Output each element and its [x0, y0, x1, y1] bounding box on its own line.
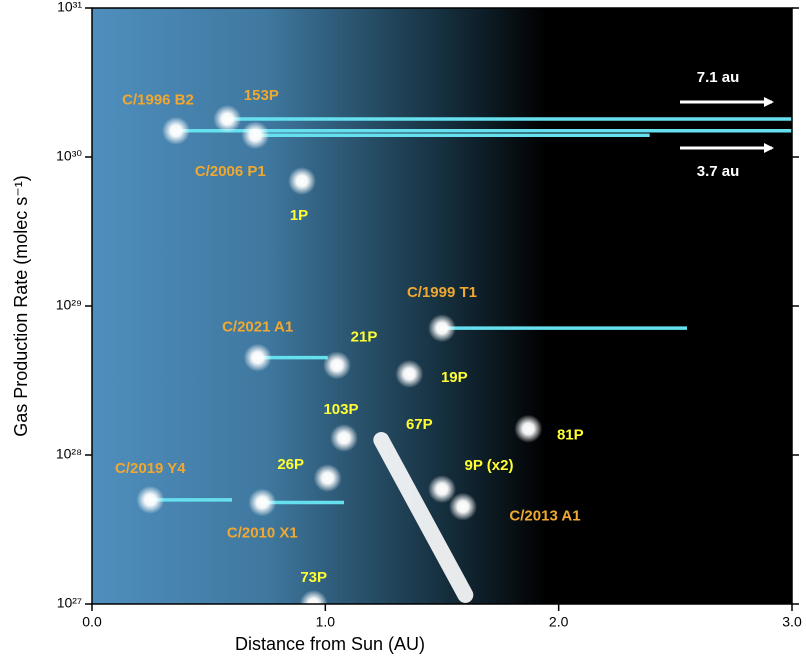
- point: [514, 415, 542, 443]
- point: [449, 493, 477, 521]
- y-tick-label: 10²⁸: [56, 446, 82, 462]
- y-tick-label: 10²⁷: [57, 595, 82, 611]
- point-label: 73P: [300, 569, 327, 586]
- x-tick-label: 3.0: [782, 614, 802, 630]
- annotation: 3.7 au: [697, 163, 740, 180]
- point: [136, 486, 164, 514]
- point: [162, 117, 190, 145]
- x-axis-label: Distance from Sun (AU): [235, 634, 425, 654]
- point: [288, 167, 316, 195]
- x-tick-label: 1.0: [316, 614, 336, 630]
- point: [241, 121, 269, 149]
- point-label: C/1996 B2: [122, 92, 194, 109]
- point: [248, 488, 276, 516]
- point-label: C/2010 X1: [227, 524, 298, 541]
- point: [244, 344, 272, 372]
- point-label: C/1999 T1: [407, 284, 477, 301]
- point: [330, 424, 358, 452]
- point: [428, 314, 456, 342]
- point: [213, 105, 241, 133]
- y-tick-label: 10³¹: [57, 0, 82, 15]
- point: [395, 360, 423, 388]
- x-tick-label: 0.0: [82, 614, 102, 630]
- point: [314, 464, 342, 492]
- y-tick-label: 10³⁰: [56, 148, 82, 164]
- point-label: 153P: [244, 87, 279, 104]
- chart: 7.1 au 3.7 au Gas Production Rate (molec…: [0, 0, 806, 660]
- point: [323, 351, 351, 379]
- point-label: 19P: [441, 369, 468, 386]
- plot-background: [92, 8, 792, 604]
- y-tick-label: 10²⁹: [56, 297, 82, 313]
- x-tick-label: 2.0: [549, 614, 569, 630]
- y-axis-label: Gas Production Rate (molec s⁻¹): [11, 175, 31, 437]
- point-label: C/2021 A1: [222, 319, 293, 336]
- point-label: 9P (x2): [465, 457, 514, 474]
- annotation: 7.1 au: [697, 69, 740, 86]
- point-label: C/2006 P1: [195, 163, 266, 180]
- point-label: 26P: [277, 456, 304, 473]
- point-label: C/2013 A1: [509, 508, 580, 525]
- point-label: 81P: [557, 427, 584, 444]
- point-label: C/2019 Y4: [115, 460, 186, 477]
- point-label: 1P: [290, 207, 308, 224]
- point-label: 67P: [406, 416, 433, 433]
- point-label: 21P: [351, 328, 378, 345]
- point-label: 103P: [323, 401, 358, 418]
